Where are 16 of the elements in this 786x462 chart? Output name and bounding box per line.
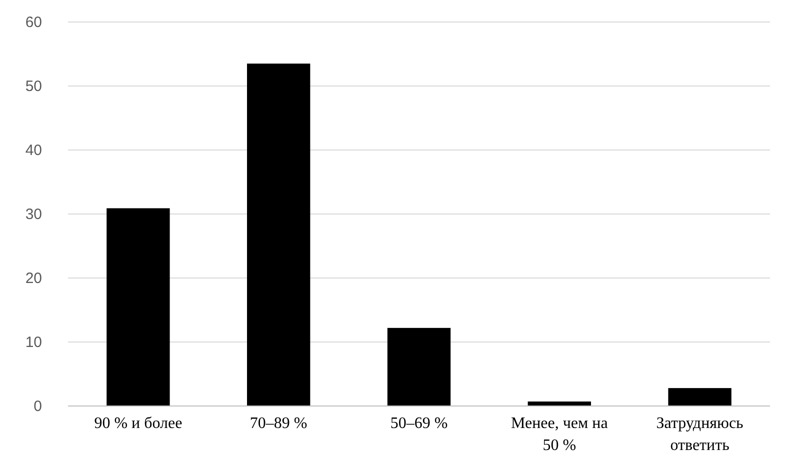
bar [106, 208, 170, 406]
bar [387, 328, 451, 406]
x-tick-label: Менее, чем на 50 % [510, 415, 608, 454]
x-tick-label: Затрудняюсь ответить [656, 415, 744, 454]
bar [668, 388, 732, 406]
x-tick-label: 70–89 % [250, 415, 308, 432]
y-tick-label: 0 [34, 398, 42, 415]
y-tick-label: 30 [25, 206, 42, 223]
y-tick-label: 50 [25, 78, 42, 95]
x-tick-label: 90 % и более [94, 415, 182, 432]
y-tick-label: 10 [25, 334, 42, 351]
y-tick-label: 40 [25, 142, 42, 159]
y-tick-label: 60 [25, 14, 42, 31]
bar [247, 64, 310, 406]
x-tick-label: 50–69 % [390, 415, 448, 432]
y-tick-label: 20 [25, 270, 42, 287]
